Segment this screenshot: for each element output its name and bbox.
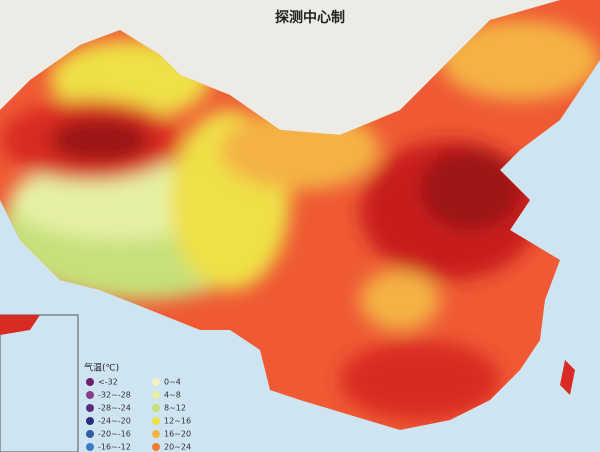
legend-swatch <box>152 443 160 451</box>
legend-label: -16~-12 <box>98 443 131 452</box>
legend-label: <-32 <box>98 378 118 387</box>
taiwan <box>560 360 575 395</box>
legend-title: 气温(℃) <box>84 362 119 374</box>
legend-swatch <box>152 378 160 386</box>
legend-swatch <box>152 430 160 438</box>
legend: 气温(℃) <-32 -32~-28 -28~-24 -24~-20 -20~-16 -1… <box>84 362 191 452</box>
legend-label: 0~4 <box>164 378 181 387</box>
blob <box>360 270 440 330</box>
legend-swatch <box>86 391 94 399</box>
legend-swatch <box>86 378 94 386</box>
legend-swatch <box>152 417 160 425</box>
blob <box>340 340 500 420</box>
blob <box>420 150 520 230</box>
legend-swatch <box>86 404 94 412</box>
legend-label: 20~24 <box>164 443 191 452</box>
inset-map <box>0 314 79 452</box>
title: 探测中心制 <box>275 9 345 26</box>
legend-swatch <box>152 404 160 412</box>
legend-swatch <box>86 430 94 438</box>
legend-label: 8~12 <box>164 404 186 413</box>
inset-land <box>0 315 40 335</box>
legend-label: -28~-24 <box>98 404 131 413</box>
legend-label: 16~20 <box>164 430 191 439</box>
blob <box>440 20 600 100</box>
legend-label: 4~8 <box>164 391 181 400</box>
legend-label: 12~16 <box>164 417 191 426</box>
legend-label: -20~-16 <box>98 430 131 439</box>
legend-swatch <box>152 391 160 399</box>
legend-label: -24~-20 <box>98 417 131 426</box>
field-blobs <box>0 20 600 420</box>
legend-label: -32~-28 <box>98 391 131 400</box>
blob <box>50 118 150 162</box>
legend-swatch <box>86 417 94 425</box>
legend-swatch <box>86 443 94 451</box>
